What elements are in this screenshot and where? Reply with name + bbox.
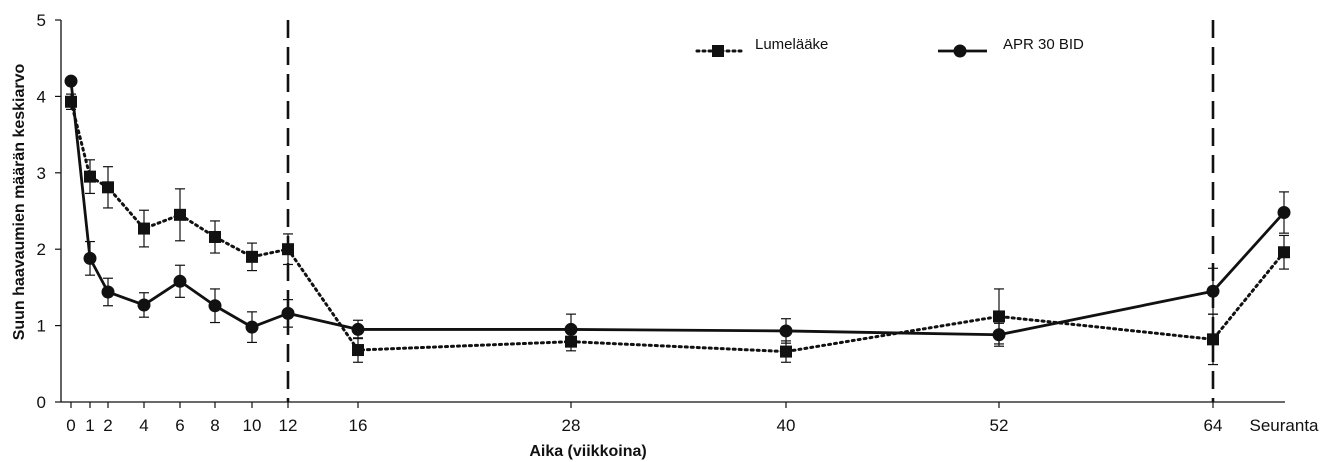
- data-point-square: [84, 170, 96, 183]
- data-point-circle: [992, 328, 1006, 342]
- data-point-square: [246, 250, 258, 263]
- series-lumelaake: [65, 93, 1290, 366]
- data-point-square: [65, 95, 77, 108]
- data-point-circle: [351, 322, 365, 336]
- y-tick-label: 4: [37, 87, 46, 106]
- y-axis-title: Suun haavaumien määrän keskiarvo: [11, 63, 28, 340]
- x-tick-label: Seuranta: [1250, 416, 1320, 435]
- legend-marker-circle: [953, 44, 967, 58]
- series-layer: [64, 74, 1291, 366]
- data-point-circle: [779, 324, 793, 338]
- data-point-circle: [64, 74, 78, 88]
- data-point-square: [780, 345, 792, 358]
- data-point-circle: [1206, 284, 1220, 298]
- data-point-circle: [208, 299, 222, 313]
- data-point-circle: [83, 251, 97, 265]
- legend-item-apr-30-bid: APR 30 BID: [938, 36, 1084, 58]
- legend-label: APR 30 BID: [1003, 36, 1084, 53]
- data-point-circle: [101, 285, 115, 299]
- legend: Lumelääke APR 30 BID: [695, 36, 1084, 58]
- x-tick-label: 0: [66, 416, 75, 435]
- series-apr-30-bid: [64, 74, 1291, 347]
- legend-item-lumelaake: Lumelääke: [695, 36, 828, 57]
- x-tick-label: 64: [1204, 416, 1223, 435]
- data-point-circle: [1277, 206, 1291, 220]
- data-point-square: [1207, 333, 1219, 346]
- x-tick-label: 28: [562, 416, 581, 435]
- data-point-square: [282, 243, 294, 256]
- vertical-dashed-lines: [286, 20, 1215, 402]
- x-tick-label: 2: [103, 416, 112, 435]
- x-tick-label: 16: [349, 416, 368, 435]
- legend-label: Lumelääke: [755, 36, 828, 53]
- x-tick-label: 40: [777, 416, 796, 435]
- x-axis-title: Aika (viikkoina): [529, 443, 646, 460]
- data-point-square: [993, 310, 1005, 323]
- y-tick-label: 0: [37, 393, 46, 412]
- series-line: [69, 80, 1286, 337]
- data-point-circle: [281, 306, 295, 320]
- y-tick-label: 3: [37, 164, 46, 183]
- data-point-square: [209, 230, 221, 243]
- legend-marker-square: [712, 45, 724, 57]
- data-point-square: [138, 222, 150, 235]
- data-point-circle: [173, 274, 187, 288]
- x-tick-label: 52: [990, 416, 1009, 435]
- data-point-square: [174, 208, 186, 221]
- data-point-circle: [564, 322, 578, 336]
- x-tick-label: 6: [175, 416, 184, 435]
- y-tick-label: 5: [37, 11, 46, 30]
- x-tick-label: 4: [139, 416, 148, 435]
- x-tick-label: 1: [85, 416, 94, 435]
- series-line: [69, 100, 1286, 354]
- y-tick-label: 2: [37, 240, 46, 259]
- y-tick-label: 1: [37, 317, 46, 336]
- data-point-square: [1278, 246, 1290, 259]
- data-point-circle: [245, 320, 259, 334]
- data-point-square: [352, 344, 364, 357]
- x-tick-label: 8: [210, 416, 219, 435]
- data-point-square: [102, 181, 114, 194]
- x-tick-label: 12: [279, 416, 298, 435]
- data-point-circle: [137, 298, 151, 312]
- x-tick-label: 10: [243, 416, 262, 435]
